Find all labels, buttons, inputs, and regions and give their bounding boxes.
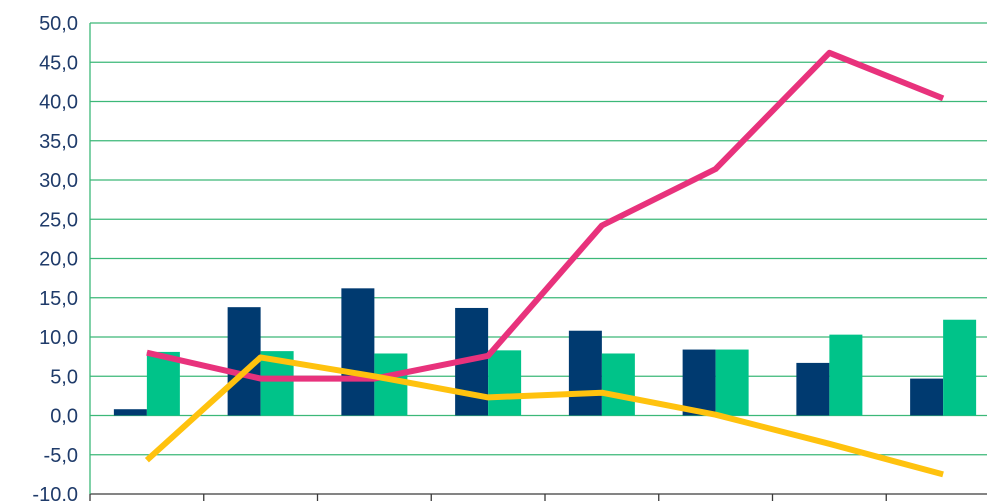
y-tick-label: 15,0 [39,288,78,310]
y-tick-label: 20,0 [39,249,78,271]
y-tick-label: 40,0 [39,92,78,114]
bars [113,288,977,416]
line-series-1 [146,49,945,382]
y-tick-label: 50,0 [39,13,78,35]
line-series-2 [144,354,944,478]
bar-series-2-cat-4 [488,350,522,416]
bar-series-1-cat-8 [910,378,944,416]
y-axis-labels: -10,0 -5,0 0,0 5,0 10,0 15,0 20,0 25,0 30,0 35,0 4… [32,13,78,501]
y-tick-label: 10,0 [39,327,78,349]
bar-series-1-cat-6 [682,349,716,416]
lines [144,49,945,478]
bar-series-2-cat-1 [146,351,180,416]
y-tick-label: 45,0 [39,52,78,74]
bar-series-2-cat-7 [829,334,863,416]
y-tick-label: 30,0 [39,170,78,192]
y-tick-label: 35,0 [39,131,78,153]
bar-series-2-cat-8 [943,319,977,416]
y-tick-label: 0,0 [50,406,78,428]
bar-series-1-cat-5 [568,330,602,416]
bar-series-2-cat-6 [715,349,749,416]
y-tick-label: 5,0 [50,366,78,388]
x-axis [89,23,987,501]
y-tick-label: 25,0 [39,209,78,231]
y-tick-label: -5,0 [44,445,78,467]
bar-series-2-cat-3 [374,353,408,416]
y-tick-label: -10,0 [32,484,78,501]
bar-series-1-cat-1 [113,409,147,416]
bar-series-1-cat-7 [796,362,830,416]
bar-series-2-cat-5 [601,353,635,416]
bar-series-1-cat-3 [341,288,375,416]
